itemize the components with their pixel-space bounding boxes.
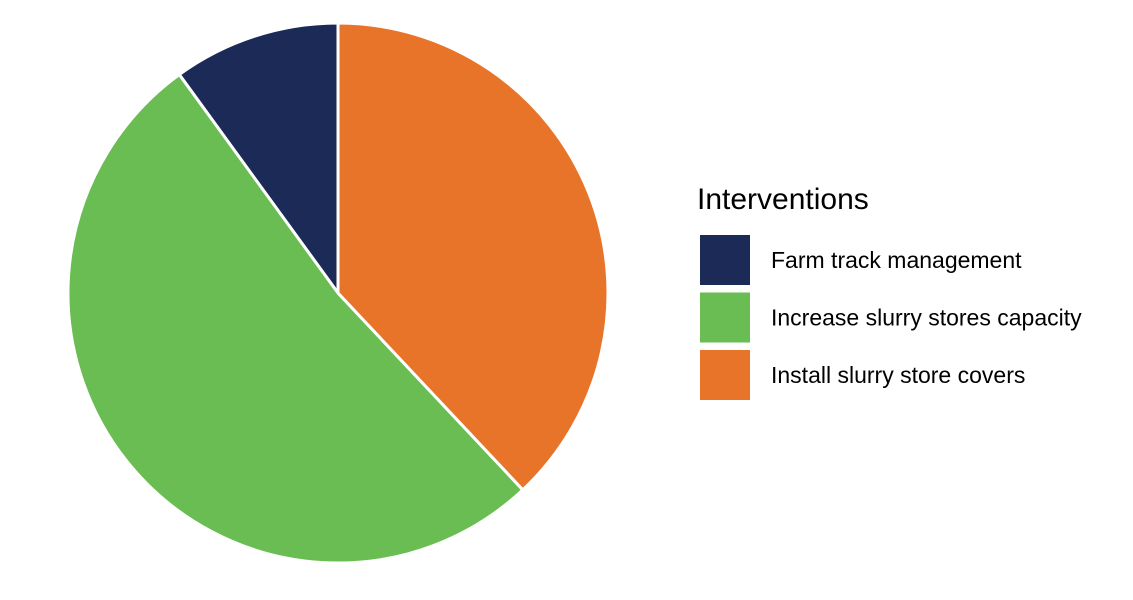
legend-title: Interventions <box>697 183 869 216</box>
legend-label: Farm track management <box>771 247 1022 273</box>
legend-swatch <box>700 350 750 400</box>
legend-swatch <box>700 292 750 343</box>
pie-slice <box>177 21 340 298</box>
pie-slice <box>66 72 525 565</box>
legend-label: Increase slurry stores capacity <box>771 305 1082 331</box>
legend-swatch <box>700 235 750 285</box>
legend-label: Install slurry store covers <box>771 362 1025 388</box>
pie-slice <box>336 21 610 492</box>
